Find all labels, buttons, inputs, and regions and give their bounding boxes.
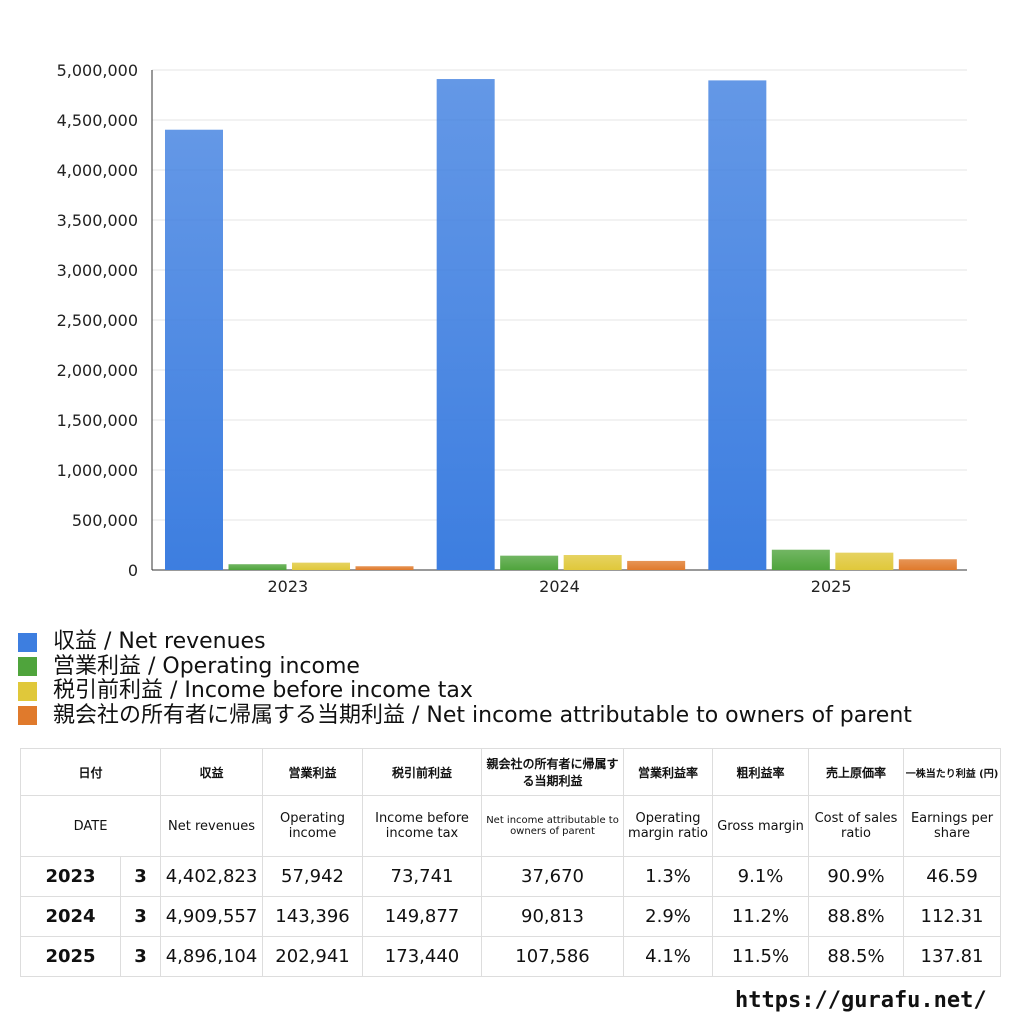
- bar: [355, 566, 414, 570]
- y-tick-label: 500,000: [72, 511, 138, 530]
- legend: 収益 / Net revenues 営業利益 / Operating incom…: [18, 629, 912, 729]
- header-cell: Income before income tax: [362, 795, 483, 857]
- y-tick-label: 1,500,000: [57, 411, 138, 430]
- table-cell: 107,586: [481, 936, 625, 977]
- y-tick-label: 0: [128, 561, 138, 580]
- legend-label: 営業利益 / Operating income: [53, 653, 360, 679]
- y-tick-label: 2,500,000: [57, 311, 138, 330]
- header-cell: 収益: [160, 748, 264, 796]
- table-cell: 4,896,104: [160, 936, 264, 977]
- bar: [228, 564, 287, 570]
- bar: [708, 80, 767, 571]
- table-cell: 4,402,823: [160, 856, 264, 897]
- table-cell: 11.2%: [712, 896, 810, 937]
- table-cell: 90,813: [481, 896, 625, 937]
- legend-item: 営業利益 / Operating income: [18, 653, 912, 680]
- financial-table: 日付 収益 営業利益 税引前利益 親会社の所有者に帰属する当期利益 営業利益率 …: [19, 748, 1002, 977]
- legend-swatch: [18, 632, 37, 652]
- bar: [292, 562, 350, 570]
- bar: [563, 555, 622, 570]
- legend-swatch: [18, 657, 37, 677]
- table-cell: 88.5%: [808, 936, 905, 977]
- bar-chart: 0 500,000 1,000,000 1,500,000 2,000,000 2,500…: [57, 61, 967, 596]
- site-url: https://gurafu.net/: [735, 988, 987, 1013]
- header-cell: 日付: [19, 748, 162, 796]
- header-cell: Net revenues: [160, 795, 264, 857]
- table-cell: 73,741: [362, 856, 483, 897]
- header-cell: Operating income: [262, 795, 364, 857]
- bar: [835, 552, 894, 570]
- y-tick-label: 3,000,000: [57, 261, 138, 280]
- table-cell: 137.81: [903, 936, 1002, 977]
- table-cell: 3: [119, 856, 162, 897]
- bar: [165, 129, 223, 570]
- table-cell: 4,909,557: [160, 896, 264, 937]
- y-tick-label: 2,000,000: [57, 361, 138, 380]
- x-tick-label: 2024: [539, 577, 580, 596]
- table-cell: 2025: [20, 936, 121, 977]
- bar: [771, 549, 830, 570]
- legend-label: 親会社の所有者に帰属する当期利益 / Net income attributab…: [53, 702, 912, 728]
- table-row: 2023 3 4,402,823 57,942 73,741 37,670 1.3% 9.1%…: [20, 856, 1002, 897]
- header-cell: Earnings per share: [903, 795, 1002, 857]
- table-cell: 2023: [20, 856, 121, 897]
- table-cell: 1.3%: [623, 856, 714, 897]
- header-cell: Operating margin ratio: [623, 795, 714, 857]
- header-cell: Gross margin: [712, 795, 810, 857]
- table-cell: 88.8%: [808, 896, 905, 937]
- legend-item: 税引前利益 / Income before income tax: [18, 678, 912, 704]
- header-cell: 粗利益率: [712, 748, 810, 796]
- header-row-jp: 日付 収益 営業利益 税引前利益 親会社の所有者に帰属する当期利益 営業利益率 …: [19, 748, 1002, 796]
- table-cell: 11.5%: [712, 936, 810, 977]
- table-cell: 112.31: [903, 896, 1002, 937]
- table-row: 2024 3 4,909,557 143,396 149,877 90,813 2.9% 11…: [20, 896, 1002, 937]
- legend-item: 収益 / Net revenues: [18, 629, 912, 655]
- table-cell: 173,440: [362, 936, 483, 977]
- header-cell: Net income attributable to owners of par…: [481, 795, 625, 857]
- header-cell: 営業利益: [262, 748, 364, 796]
- table-cell: 3: [119, 936, 162, 977]
- bar: [898, 559, 957, 570]
- table-cell: 90.9%: [808, 856, 905, 897]
- legend-label: 税引前利益 / Income before income tax: [53, 678, 473, 703]
- bar: [436, 79, 495, 570]
- header-cell: 売上原価率: [808, 748, 905, 796]
- table-cell: 2.9%: [623, 896, 714, 937]
- table-row: 2025 3 4,896,104 202,941 173,440 107,586 4.1% 1…: [20, 936, 1002, 977]
- y-tick-label: 5,000,000: [57, 61, 138, 80]
- table-cell: 57,942: [262, 856, 364, 897]
- x-tick-label: 2025: [811, 577, 852, 596]
- legend-swatch: [18, 706, 37, 726]
- header-cell: Cost of sales ratio: [808, 795, 905, 857]
- table-cell: 9.1%: [712, 856, 810, 897]
- table-cell: 202,941: [262, 936, 364, 977]
- bar: [500, 555, 559, 570]
- table-cell: 149,877: [362, 896, 483, 937]
- header-cell: 税引前利益: [362, 748, 483, 796]
- header-row-en: DATE Net revenues Operating income Incom…: [19, 795, 1002, 857]
- table-cell: 37,670: [481, 856, 625, 897]
- y-tick-label: 1,000,000: [57, 461, 138, 480]
- bar: [627, 560, 686, 570]
- x-tick-label: 2023: [267, 577, 308, 596]
- table-cell: 143,396: [262, 896, 364, 937]
- legend-swatch: [18, 681, 37, 701]
- legend-label: 収益 / Net revenues: [53, 629, 266, 654]
- table-cell: 46.59: [903, 856, 1002, 897]
- y-tick-label: 4,500,000: [57, 111, 138, 130]
- header-cell: 営業利益率: [623, 748, 714, 796]
- header-cell: DATE: [19, 795, 162, 857]
- legend-item: 親会社の所有者に帰属する当期利益 / Net income attributab…: [18, 702, 912, 729]
- header-cell: 親会社の所有者に帰属する当期利益: [481, 748, 625, 796]
- table-cell: 3: [119, 896, 162, 937]
- table-cell: 4.1%: [623, 936, 714, 977]
- header-cell: 一株当たり利益 (円): [903, 748, 1002, 796]
- table-cell: 2024: [20, 896, 121, 937]
- y-tick-label: 4,000,000: [57, 161, 138, 180]
- y-tick-label: 3,500,000: [57, 211, 138, 230]
